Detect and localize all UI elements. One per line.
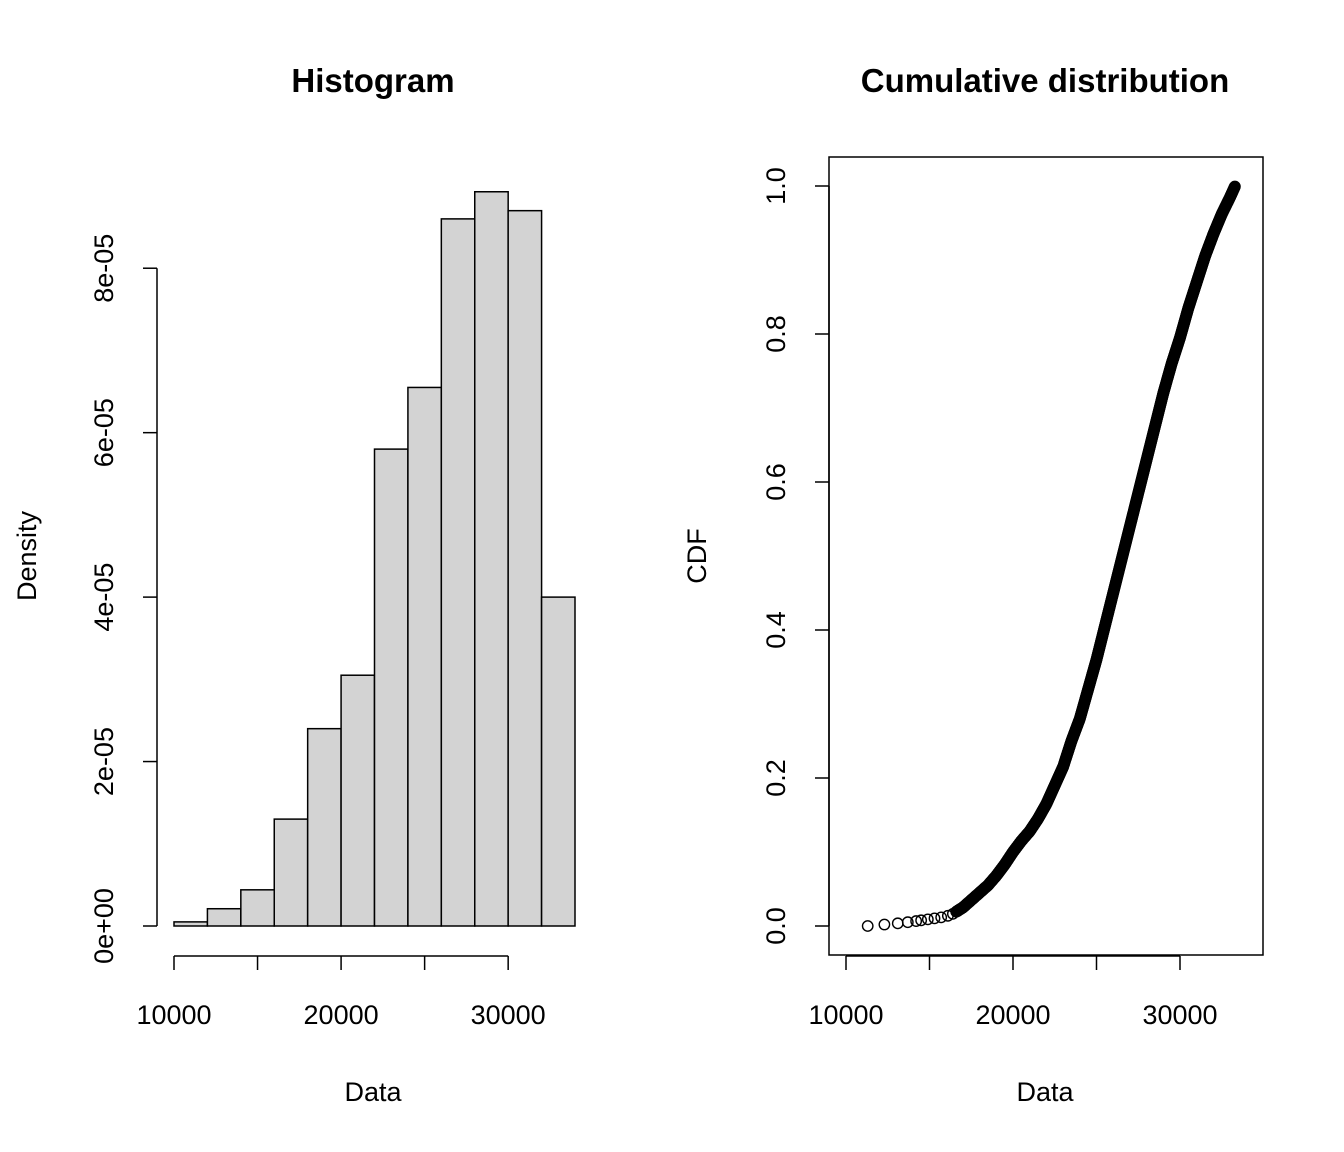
cdf-y-tick-label: 0.4 — [761, 611, 791, 649]
histogram-bars — [173, 191, 576, 927]
histogram-y-tick-label: 4e-05 — [89, 563, 119, 632]
histogram-bar — [206, 907, 242, 927]
cdf-point — [1228, 180, 1241, 193]
cdf-y-tick-label: 0.2 — [761, 759, 791, 797]
cdf-x-tick-label: 10000 — [808, 1000, 883, 1030]
cdf-point — [935, 911, 948, 924]
histogram-y-axis-label: Density — [12, 510, 42, 601]
histogram-bar — [340, 674, 376, 927]
cdf-point — [915, 914, 928, 927]
cdf-point — [891, 917, 904, 930]
histogram-bar — [306, 727, 342, 927]
histogram-y-axis: 0e+00 2e-05 4e-05 6e-05 8e-05 — [89, 234, 158, 964]
cdf-panel: Cumulative distribution Data CDF 10000 20… — [682, 62, 1264, 1107]
cdf-y-axis: 0.0 0.2 0.4 0.6 0.8 1.0 — [761, 167, 830, 945]
histogram-panel: Histogram Data Density 10000 20000 30000 0… — [12, 62, 576, 1107]
histogram-x-tick-label: 10000 — [136, 1000, 211, 1030]
histogram-bar — [407, 386, 443, 927]
histogram-bar — [273, 818, 309, 927]
cdf-y-tick-label: 0.6 — [761, 463, 791, 501]
cdf-point — [861, 920, 874, 932]
histogram-x-axis-label: Data — [344, 1077, 402, 1107]
histogram-bar — [373, 448, 409, 927]
cdf-x-axis-label: Data — [1016, 1077, 1074, 1107]
histogram-bar — [540, 596, 576, 927]
cdf-point — [901, 916, 914, 929]
cdf-point — [921, 913, 934, 926]
cdf-point — [928, 912, 941, 925]
histogram-x-axis: 10000 20000 30000 — [136, 955, 546, 1030]
cdf-y-tick-label: 0.8 — [761, 315, 791, 353]
cdf-point — [910, 915, 923, 927]
histogram-y-tick-label: 8e-05 — [89, 234, 119, 303]
cdf-title: Cumulative distribution — [861, 62, 1230, 99]
cdf-x-tick-label: 20000 — [975, 1000, 1050, 1030]
histogram-bar — [240, 889, 275, 927]
cdf-x-axis: 10000 20000 30000 — [808, 955, 1218, 1030]
cdf-y-axis-label: CDF — [682, 528, 712, 584]
cdf-x-tick-label: 30000 — [1142, 1000, 1217, 1030]
cdf-points — [861, 180, 1241, 932]
histogram-y-tick-label: 6e-05 — [89, 398, 119, 467]
cdf-y-tick-label: 1.0 — [761, 167, 791, 205]
histogram-bar — [440, 218, 476, 927]
histogram-x-tick-label: 30000 — [471, 1000, 546, 1030]
histogram-bar — [507, 209, 543, 927]
cdf-y-tick-label: 0.0 — [761, 907, 791, 945]
histogram-bar — [474, 191, 509, 927]
histogram-title: Histogram — [291, 62, 454, 99]
histogram-y-tick-label: 2e-05 — [89, 727, 119, 796]
cdf-point — [878, 918, 891, 931]
histogram-bar — [173, 921, 209, 927]
histogram-x-tick-label: 20000 — [304, 1000, 379, 1030]
histogram-y-tick-label: 0e+00 — [89, 888, 119, 964]
